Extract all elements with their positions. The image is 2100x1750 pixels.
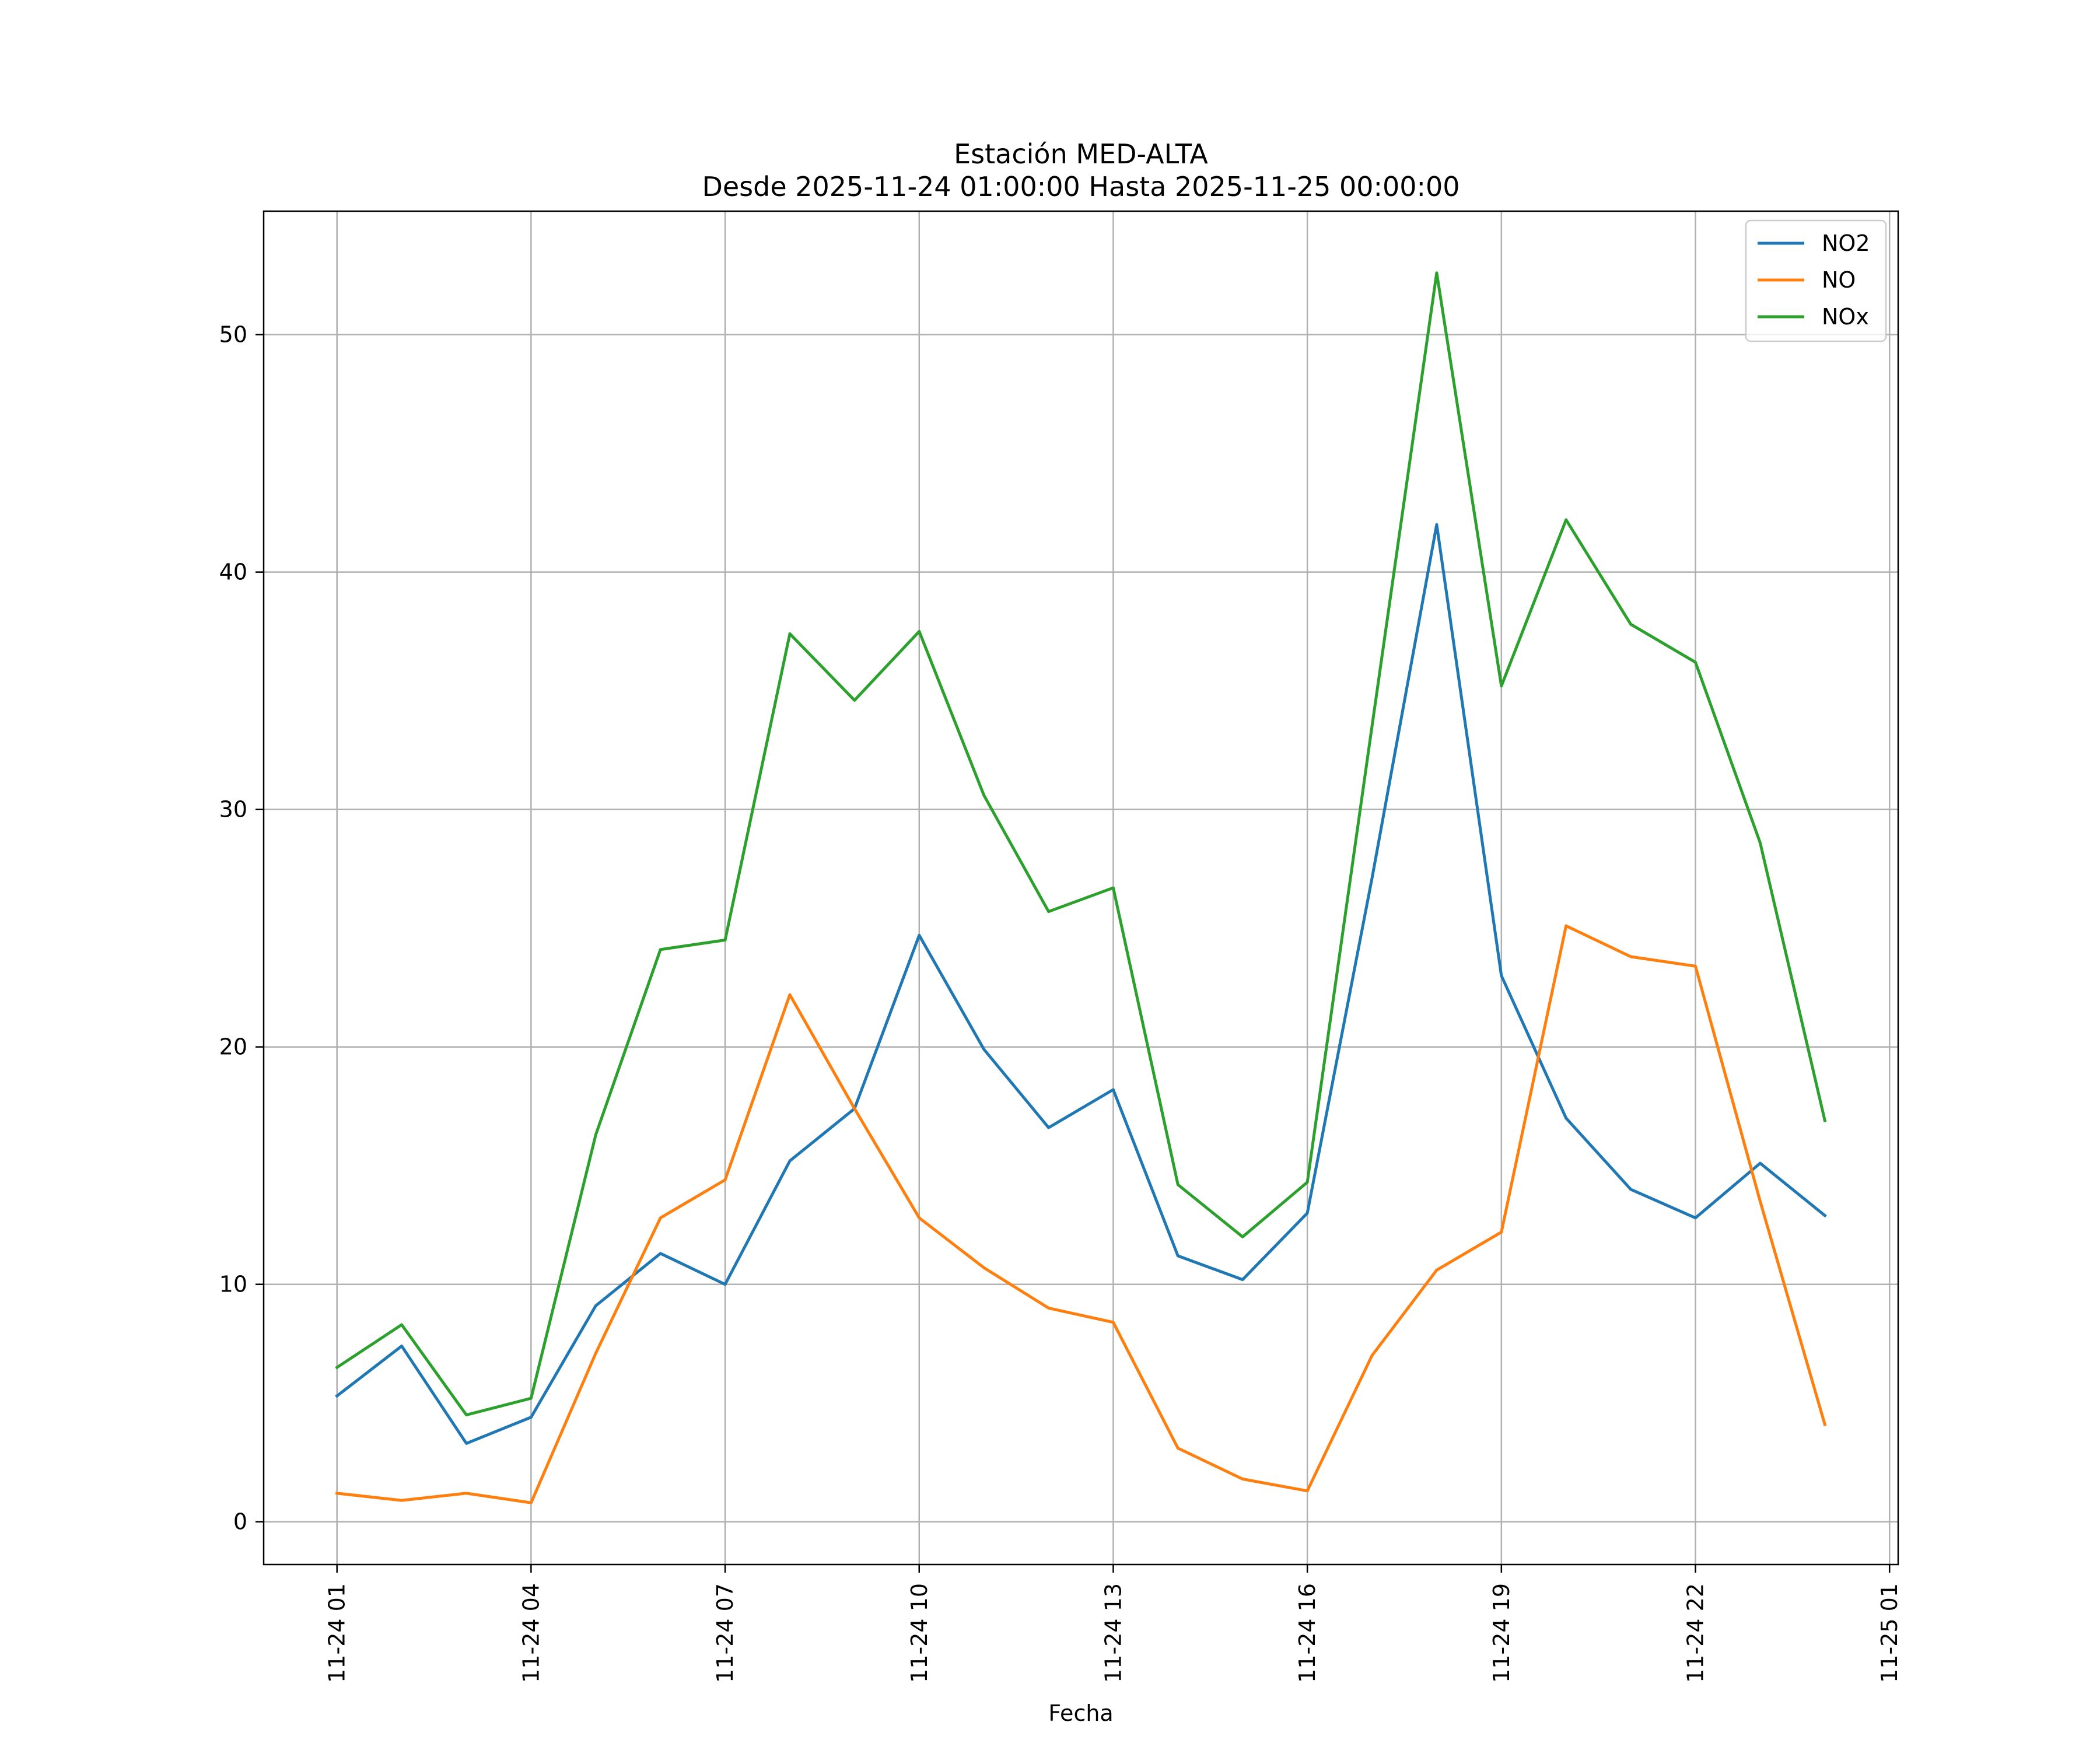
plot-frame — [262, 210, 1899, 1566]
x-tick-label: 11-24 04 — [518, 1583, 544, 1683]
x-axis: 11-24 01 11-24 04 11-24 07 11-24 10 11-24 13… — [324, 1564, 1902, 1683]
x-tick-label: 11-24 01 — [324, 1583, 350, 1683]
x-tick-label: 11-24 22 — [1683, 1583, 1709, 1683]
x-tick-label: 11-24 13 — [1100, 1583, 1126, 1683]
series-layer — [335, 271, 1827, 1504]
series-line-no — [335, 924, 1827, 1504]
legend-label-no: NO — [1822, 267, 1856, 293]
series-line-no2 — [335, 523, 1827, 1445]
legend-box — [1745, 219, 1887, 342]
x-tick-label: 11-24 07 — [712, 1583, 738, 1683]
chart-subtitle: Desde 2025-11-24 01:00:00 Hasta 2025-11-… — [702, 171, 1460, 202]
x-tick-label: 11-24 16 — [1294, 1583, 1320, 1683]
series-line-nox — [335, 271, 1827, 1417]
legend-label-nox: NOx — [1822, 304, 1869, 330]
y-tick-label: 10 — [219, 1272, 247, 1297]
y-axis: 0 10 20 30 40 50 — [219, 322, 264, 1535]
y-tick-label: 40 — [219, 559, 247, 585]
x-tick-label: 11-24 19 — [1489, 1583, 1514, 1683]
y-tick-label: 30 — [219, 797, 247, 822]
grid — [264, 211, 1898, 1564]
x-tick-label: 11-25 01 — [1877, 1583, 1902, 1683]
y-tick-label: 0 — [233, 1509, 247, 1535]
chart-title: Estación MED-ALTA — [954, 138, 1208, 170]
y-tick-label: 50 — [219, 322, 247, 348]
legend-label-no2: NO2 — [1822, 230, 1870, 256]
legend: NO2 NO NOx — [1745, 219, 1887, 342]
y-tick-label: 20 — [219, 1034, 247, 1060]
x-tick-label: 11-24 10 — [907, 1583, 932, 1683]
x-axis-label: Fecha — [1048, 1700, 1113, 1726]
